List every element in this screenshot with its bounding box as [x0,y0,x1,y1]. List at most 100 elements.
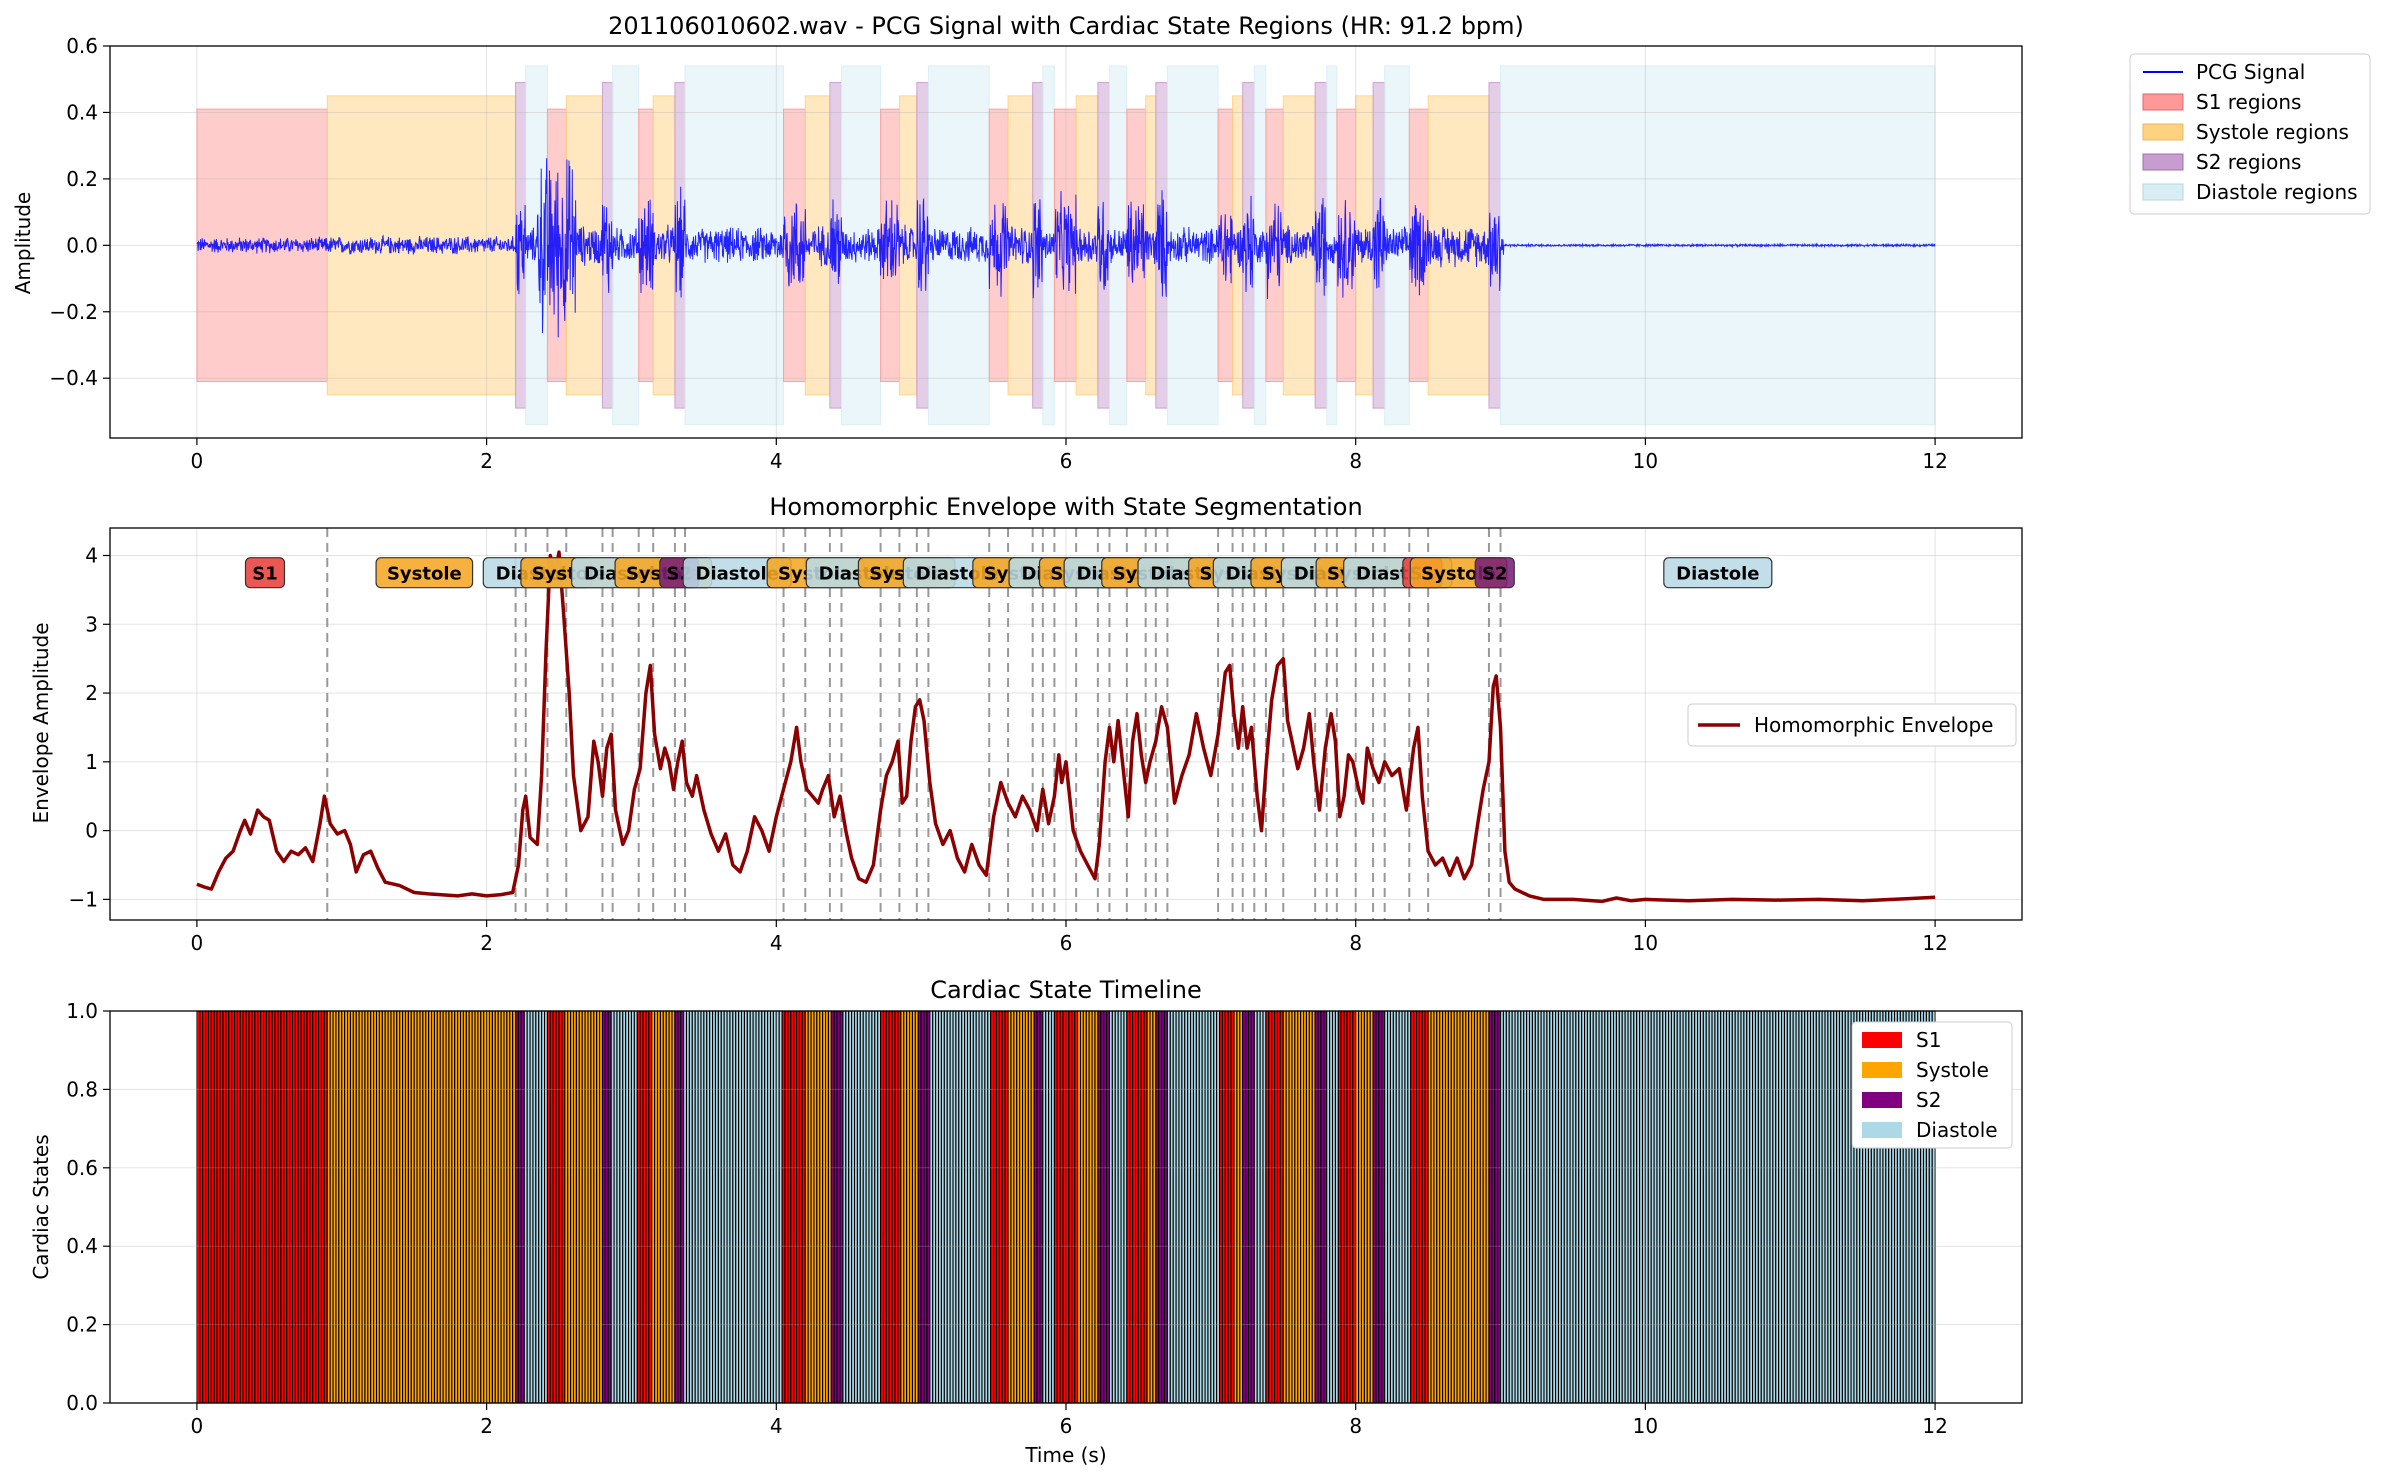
envelope-line [196,550,1936,904]
x-tick-label: 4 [770,449,783,473]
y-tick-label: 0.4 [66,100,98,124]
y-tick-label: −0.2 [49,300,98,324]
x-tick-label: 8 [1349,449,1362,473]
x-tick-label: 10 [1633,931,1658,955]
envelope-y-axis-label: Envelope Amplitude [29,622,53,823]
y-tick-label: 0.2 [66,1313,98,1337]
x-tick-label: 4 [770,931,783,955]
signal-layer [196,158,1936,338]
x-tick-label: 10 [1633,449,1658,473]
y-tick-label: −0.4 [49,366,98,390]
x-tick-label: 0 [191,449,204,473]
state-label-box [375,557,474,589]
state-label-layer: S1SystoleDiastoleSystoleDiastoleSystoleS… [244,557,1773,589]
envelope-panel: Homomorphic Envelope with State Segmenta… [29,493,2023,955]
y-tick-label: 1.0 [66,999,98,1023]
legend-frame [1687,703,2017,747]
x-tick-label: 12 [1922,931,1947,955]
y-tick-label: 0.0 [66,233,98,257]
legend-label-systole: Systole regions [2196,120,2349,144]
state-label: S2 [1474,557,1515,589]
envelope-layer [196,550,1936,904]
envelope-legend: Homomorphic Envelope [1687,703,2017,747]
x-tick-label: 2 [480,1414,493,1438]
legend-swatch-s1 [2142,93,2184,111]
legend-swatch-diastole [2142,183,2184,201]
state-label-text: Diastole [696,564,779,585]
y-tick-label: 0.0 [66,1391,98,1415]
state-label-box [1663,557,1773,589]
x-tick-label: 6 [1060,449,1073,473]
grid-layer [110,528,2022,920]
legend-swatch-s2 [1862,1092,1902,1108]
legend-label-s2: S2 [1916,1088,1941,1112]
legend-swatch-s2 [2142,153,2184,171]
x-tick-label: 6 [1060,931,1073,955]
legend-swatch-systole [2142,123,2184,141]
timeline-y-axis-label: Cardiac States [29,1134,53,1279]
y-tick-label: 0 [85,819,98,843]
y-tick-label: 1 [85,750,98,774]
x-tick-label: 10 [1633,1414,1658,1438]
y-tick-label: 0.8 [66,1077,98,1101]
y-tick-label: 3 [85,612,98,636]
legend-label-envelope: Homomorphic Envelope [1754,713,1993,737]
state-label-text: Diastole [1676,564,1759,585]
state-label: Diastole [1663,557,1773,589]
timeline-axes-frame [109,1010,2023,1404]
timeline-legend: S1 Systole S2 Diastole [1851,1021,2013,1149]
x-tick-label: 8 [1349,1414,1362,1438]
state-label: Diastole [682,557,792,589]
y-tick-label: 0.4 [66,1234,98,1258]
pcg-signal-panel: 201106010602.wav - PCG Signal with Cardi… [11,12,2023,473]
x-tick-label: 12 [1922,449,1947,473]
tick-layer: 0 2 4 6 8 10 12 0.0 0.2 0.4 0.6 0.8 1.0 [66,999,1948,1438]
x-tick-label: 0 [191,931,204,955]
x-tick-label: 8 [1349,931,1362,955]
y-tick-label: 0.6 [66,1156,98,1180]
x-tick-label: 4 [770,1414,783,1438]
pcg-signal-line [196,158,1936,338]
state-label-text: Systole [387,564,462,585]
legend-label-s2: S2 regions [2196,150,2301,174]
legend-label-s1: S1 [1916,1028,1941,1052]
state-label: S1 [244,557,286,589]
legend-swatch-diastole [1862,1122,1902,1138]
x-tick-label: 2 [480,931,493,955]
legend-label-diastole: Diastole regions [2196,180,2358,204]
timeline-x-axis-label: Time (s) [1024,1443,1106,1467]
envelope-panel-title: Homomorphic Envelope with State Segmenta… [769,493,1362,521]
legend-label-signal: PCG Signal [2196,60,2305,84]
x-tick-label: 2 [480,449,493,473]
boundary-layer [326,528,1502,920]
x-tick-label: 12 [1922,1414,1947,1438]
state-label-box [1474,557,1515,589]
state-label-text: S1 [252,564,278,585]
legend-frame [1851,1021,2013,1149]
envelope-axes-frame [109,527,2023,921]
x-tick-label: 6 [1060,1414,1073,1438]
x-tick-label: 0 [191,1414,204,1438]
pcg-y-axis-label: Amplitude [11,192,35,295]
legend-frame [2129,53,2371,215]
y-tick-label: −1 [69,887,98,911]
state-label-text: S2 [1482,564,1508,585]
pcg-axes-frame [109,45,2023,439]
state-label: Systole [375,557,474,589]
y-tick-label: 0.2 [66,167,98,191]
timeline-panel: Cardiac State Timeline Cardiac States Ti… [29,976,2023,1467]
legend-label-s1: S1 regions [2196,90,2301,114]
y-tick-label: 2 [85,681,98,705]
legend-swatch-systole [1862,1062,1902,1078]
y-tick-label: 0.6 [66,34,98,58]
state-label-box [244,557,286,589]
pcg-legend: PCG Signal S1 regions Systole regions S2… [2129,53,2371,215]
pcg-panel-title: 201106010602.wav - PCG Signal with Cardi… [608,12,1524,40]
timeline-panel-title: Cardiac State Timeline [930,976,1202,1004]
y-tick-label: 4 [85,544,98,568]
tick-layer: 0 2 4 6 8 10 12 −0.4 −0.2 0.0 0.2 0.4 0.6 [49,34,1947,473]
legend-label-systole: Systole [1916,1058,1989,1082]
legend-label-diastole: Diastole [1916,1118,1998,1142]
